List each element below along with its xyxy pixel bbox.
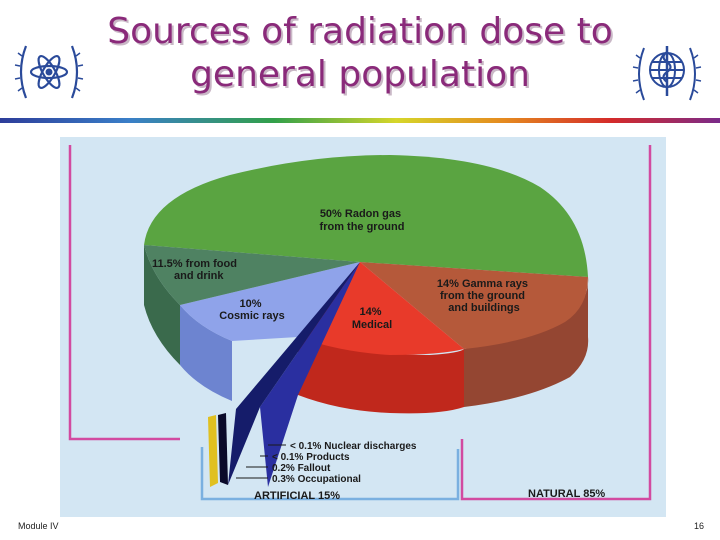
label-radon: 50% Radon gas from the ground [320,208,405,233]
wall-gamma [464,277,589,407]
slice-cosmic [180,262,360,341]
artificial-bracket [200,447,460,501]
slice-medical [298,262,464,355]
rainbow-divider [0,118,720,123]
iaea-logo [14,45,84,99]
chart-panel: 50% Radon gas from the ground 11.5% from… [60,137,666,517]
slice-radon [144,155,588,277]
slice-food [144,245,360,305]
who-logo [632,46,702,101]
label-fallout: 0.2% Fallout [272,463,331,474]
pie-walls [144,245,589,414]
label-occupational: 0.3% Occupational [272,474,361,485]
label-gamma: 14% Gamma rays from the ground and build… [437,278,531,314]
page-number: 16 [693,521,704,531]
title-line-2: general population [190,54,530,95]
label-cosmic: 10% Cosmic rays [219,298,284,322]
pie-labels: 50% Radon gas from the ground 11.5% from… [152,208,605,502]
pie-chart: 50% Radon gas from the ground 11.5% from… [68,145,652,502]
artificial-wedge [208,262,360,487]
slice-gamma [360,262,588,349]
label-food: 11.5% from food and drink [152,258,240,282]
slide-title: Sources of radiation dose to general pop… [60,10,660,96]
title-line-1: Sources of radiation dose to [107,11,613,52]
pie-top [144,155,588,355]
label-artificial: ARTIFICIAL 15% [254,490,340,502]
footer-module-label: Module IV [18,521,59,531]
wall-cosmic [180,305,232,401]
pointer-lines [236,444,286,479]
sliver-nuclear [218,413,228,485]
sliver-products [208,415,218,487]
wall-food [144,245,180,365]
natural-bracket-right [460,145,652,501]
sliver-occupational [260,262,360,487]
label-nuclear-discharges: < 0.1% Nuclear discharges [290,441,417,452]
label-medical: 14% Medical [352,306,392,331]
wall-medical [298,337,464,414]
label-natural: NATURAL 85% [528,488,605,500]
label-products: < 0.1% Products [272,452,350,463]
natural-bracket [68,145,180,441]
